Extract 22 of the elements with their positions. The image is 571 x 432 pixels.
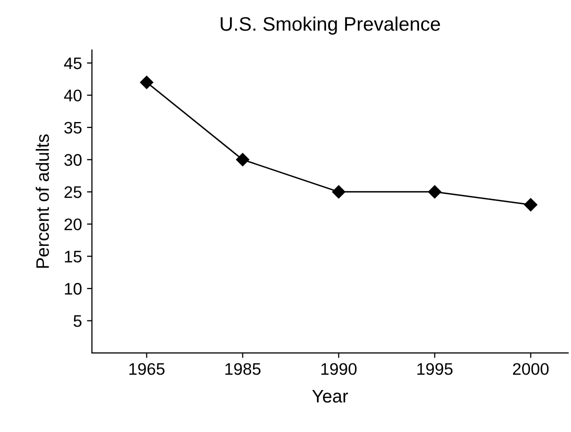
point [428, 185, 442, 198]
point [524, 198, 538, 212]
y-tick-label: 5 [74, 315, 82, 327]
y-tick-label: 35 [64, 122, 82, 134]
x-tick-label: 1985 [225, 363, 261, 375]
y-axis-title: Percent of adults [36, 134, 49, 268]
point [236, 153, 250, 166]
chart-title: U.S. Smoking Prevalence [220, 16, 440, 35]
y-tick-label: 25 [64, 186, 82, 198]
y-tick-label: 15 [64, 250, 82, 262]
y-tick-label: 20 [64, 218, 82, 230]
x-tick-label: 2000 [513, 363, 549, 375]
point [140, 76, 154, 89]
y-tick-label: 45 [64, 58, 82, 70]
y-tick-label: 10 [64, 282, 82, 295]
x-tick-label: 1995 [417, 363, 453, 375]
y-tick-label: 40 [64, 90, 82, 102]
x-tick-label: 1990 [321, 363, 357, 375]
x-axis-title: Year [312, 390, 348, 403]
x-tick-label: 1965 [129, 363, 164, 375]
point [332, 185, 346, 198]
y-tick-label: 30 [64, 154, 82, 166]
